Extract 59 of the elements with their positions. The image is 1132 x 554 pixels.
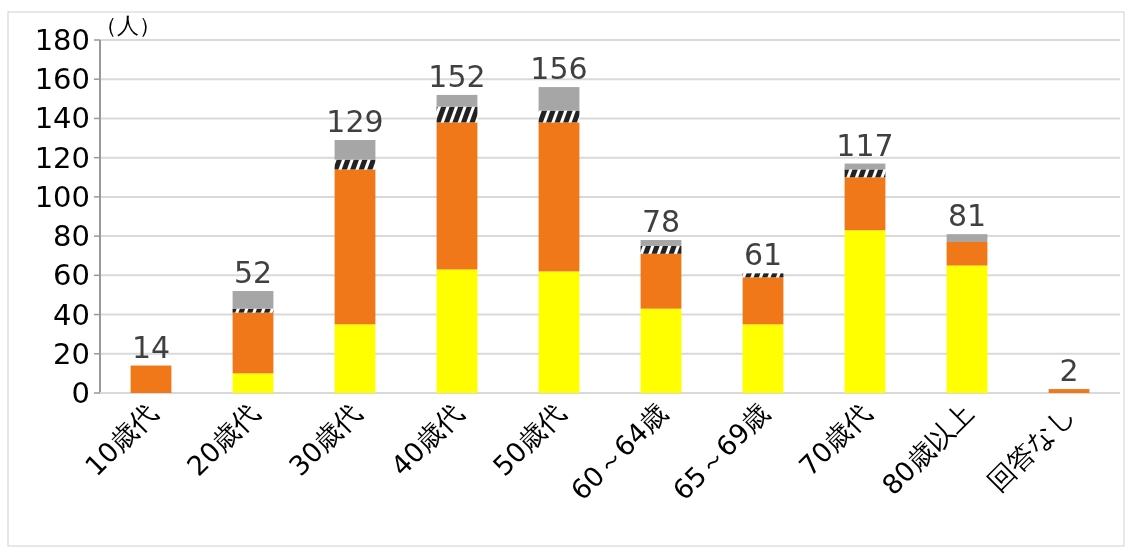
bar [1048, 389, 1090, 393]
y-tick-label: 120 [34, 140, 90, 175]
total-label: 2 [1059, 353, 1079, 389]
bar [640, 308, 682, 393]
x-tick-label: 30歳代 [282, 397, 368, 482]
bar [538, 271, 580, 393]
y-tick-label: 100 [34, 179, 90, 214]
x-tick-label: 70歳代 [792, 397, 878, 482]
bar [742, 277, 784, 325]
bar [232, 291, 274, 309]
bar [334, 159, 376, 170]
total-label: 14 [131, 329, 171, 365]
bar [436, 106, 478, 123]
y-tick-label: 20 [53, 336, 90, 371]
bar [640, 253, 682, 309]
bar [640, 245, 682, 254]
y-tick-label: 40 [53, 297, 90, 332]
bar [436, 94, 478, 107]
y-tick-label: 60 [53, 258, 90, 293]
bar [946, 265, 988, 393]
total-label: 78 [641, 204, 681, 240]
total-label: 129 [326, 104, 384, 140]
bar [844, 230, 886, 393]
total-label: 156 [530, 51, 588, 87]
bar [436, 269, 478, 393]
y-tick-label: 140 [34, 101, 90, 136]
total-label: 117 [836, 127, 894, 163]
x-tick-label: 40歳代 [384, 397, 470, 482]
bar [232, 373, 274, 393]
x-tick-label: 回答なし [981, 397, 1082, 498]
bar [232, 308, 274, 313]
bar [844, 177, 886, 231]
bar [538, 122, 580, 272]
y-tick-label: 0 [71, 376, 90, 410]
x-tick-label: 20歳代 [180, 397, 266, 482]
bar [232, 312, 274, 374]
bar [742, 273, 784, 278]
total-label: 81 [947, 198, 987, 234]
total-label: 152 [428, 58, 486, 94]
bar [946, 241, 988, 266]
bar [130, 365, 172, 393]
x-tick-label: 80歳以上 [875, 397, 980, 501]
bar [334, 324, 376, 393]
x-tick-label: 50歳代 [486, 397, 572, 482]
y-axis-title: （人） [95, 13, 161, 38]
total-label: 61 [743, 237, 783, 273]
bar [334, 169, 376, 325]
bar [334, 140, 376, 160]
bar [538, 87, 580, 111]
y-tick-label: 180 [34, 23, 90, 57]
bar [436, 122, 478, 270]
bar [946, 234, 988, 242]
total-label: 52 [233, 255, 273, 291]
bar [742, 324, 784, 393]
bar [640, 240, 682, 246]
y-tick-label: 80 [53, 219, 90, 254]
y-tick-label: 160 [34, 62, 90, 97]
bar [538, 110, 580, 123]
bar [844, 169, 886, 178]
